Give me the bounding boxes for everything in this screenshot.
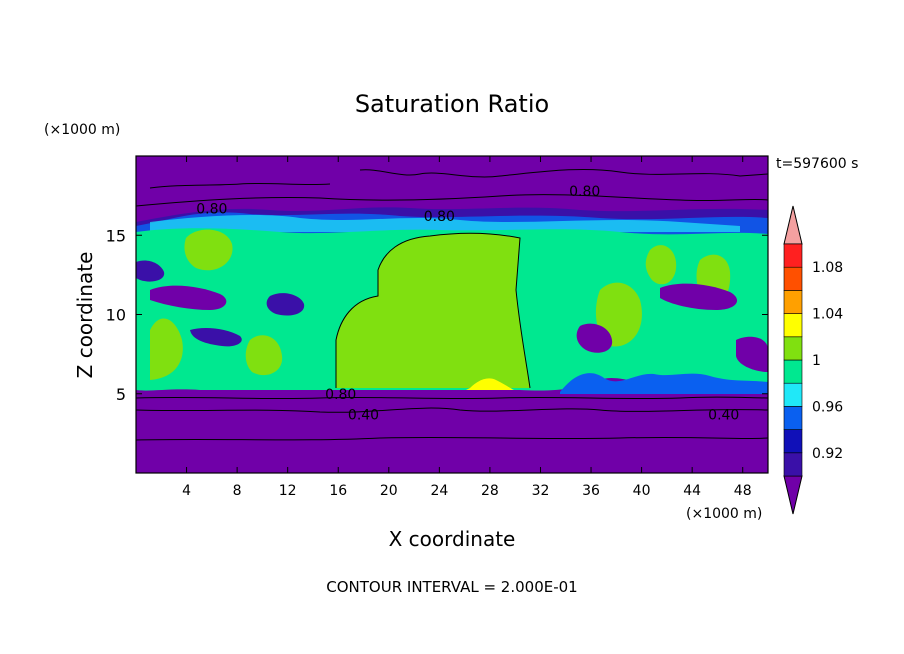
x-tick-label: 24: [430, 483, 448, 499]
colorbar-segment: [783, 290, 803, 314]
colorbar-segment: [783, 313, 803, 338]
x-axis-label: X coordinate: [389, 527, 516, 551]
colorbar-label: 0.92: [812, 446, 843, 462]
x-tick-label: 36: [582, 483, 600, 499]
saturation-field: [136, 156, 768, 473]
contour-label: 0.80: [196, 201, 227, 217]
core-left-patch: [150, 318, 183, 380]
colorbar-over-triangle: [783, 205, 803, 245]
contour-label: 0.80: [569, 184, 600, 200]
z-unit-label: (×1000 m): [44, 122, 120, 138]
time-label: t=597600 s: [776, 156, 858, 172]
x-tick-label: 16: [329, 483, 347, 499]
lower-boundary-blue: [560, 373, 768, 394]
contour-label: 0.40: [708, 407, 739, 423]
x-tick-label: 12: [279, 483, 297, 499]
y-tick-label: 10: [106, 306, 126, 325]
supersaturated-core: [336, 233, 530, 388]
core-patch-b: [595, 282, 642, 347]
max-saturation-spot: [466, 378, 514, 390]
colorbar-segment: [783, 429, 803, 454]
contour-label: 0.40: [348, 407, 379, 423]
colorbar-segment: [783, 452, 803, 477]
chart-title: Saturation Ratio: [355, 90, 549, 118]
colorbar-segment: [783, 266, 803, 291]
dry-patch-g: [136, 260, 165, 282]
x-unit-label: (×1000 m): [686, 506, 762, 522]
colorbar-label: 1.08: [812, 260, 843, 276]
dry-patch-e: [736, 336, 768, 372]
dry-patch-d: [660, 283, 738, 310]
colorbar-label: 1.04: [812, 307, 843, 323]
x-tick-label: 20: [380, 483, 398, 499]
colorbar: 0.92 0.96 1 1.04 1.08: [783, 205, 843, 515]
dry-patch-a: [150, 285, 227, 310]
cloud-top-cyan: [150, 215, 740, 232]
colorbar-segment: [783, 359, 803, 384]
contour-lines: [136, 168, 768, 441]
x-tick-label: 8: [233, 483, 242, 499]
contour-label-layer: 0.80 0.80 0.80 0.80 0.40 0.40: [196, 184, 739, 423]
core-patch-e: [645, 245, 677, 285]
colorbar-segment: [783, 243, 803, 268]
core-patch-a: [184, 229, 233, 271]
dry-patch-f: [190, 328, 242, 347]
y-axis-ticks: 5 10 15: [106, 226, 768, 404]
x-tick-label: 44: [683, 483, 701, 499]
contour-interval-label: CONTOUR INTERVAL = 2.000E-01: [326, 578, 577, 596]
colorbar-label: 1: [812, 353, 821, 369]
core-patch-d: [245, 335, 283, 376]
x-axis-ticks: 4 8 12 16 20 24 28 32 36 40 44 48: [182, 156, 752, 499]
x-tick-label: 32: [532, 483, 550, 499]
x-tick-label: 28: [481, 483, 499, 499]
x-tick-label: 40: [633, 483, 651, 499]
colorbar-segment: [783, 406, 803, 430]
contour-label: 0.80: [325, 387, 356, 403]
y-tick-label: 15: [106, 226, 126, 245]
dry-patch-c: [576, 323, 613, 353]
colorbar-under-triangle: [783, 475, 803, 515]
colorbar-label: 0.96: [812, 399, 843, 415]
x-tick-label: 4: [182, 483, 191, 499]
y-axis-label: Z coordinate: [73, 252, 97, 379]
colorbar-segment: [783, 382, 803, 407]
contour-label: 0.80: [424, 209, 455, 225]
y-tick-label: 5: [116, 385, 126, 404]
colorbar-segment: [783, 336, 803, 361]
x-tick-label: 48: [734, 483, 752, 499]
dry-patch-b: [266, 293, 305, 316]
